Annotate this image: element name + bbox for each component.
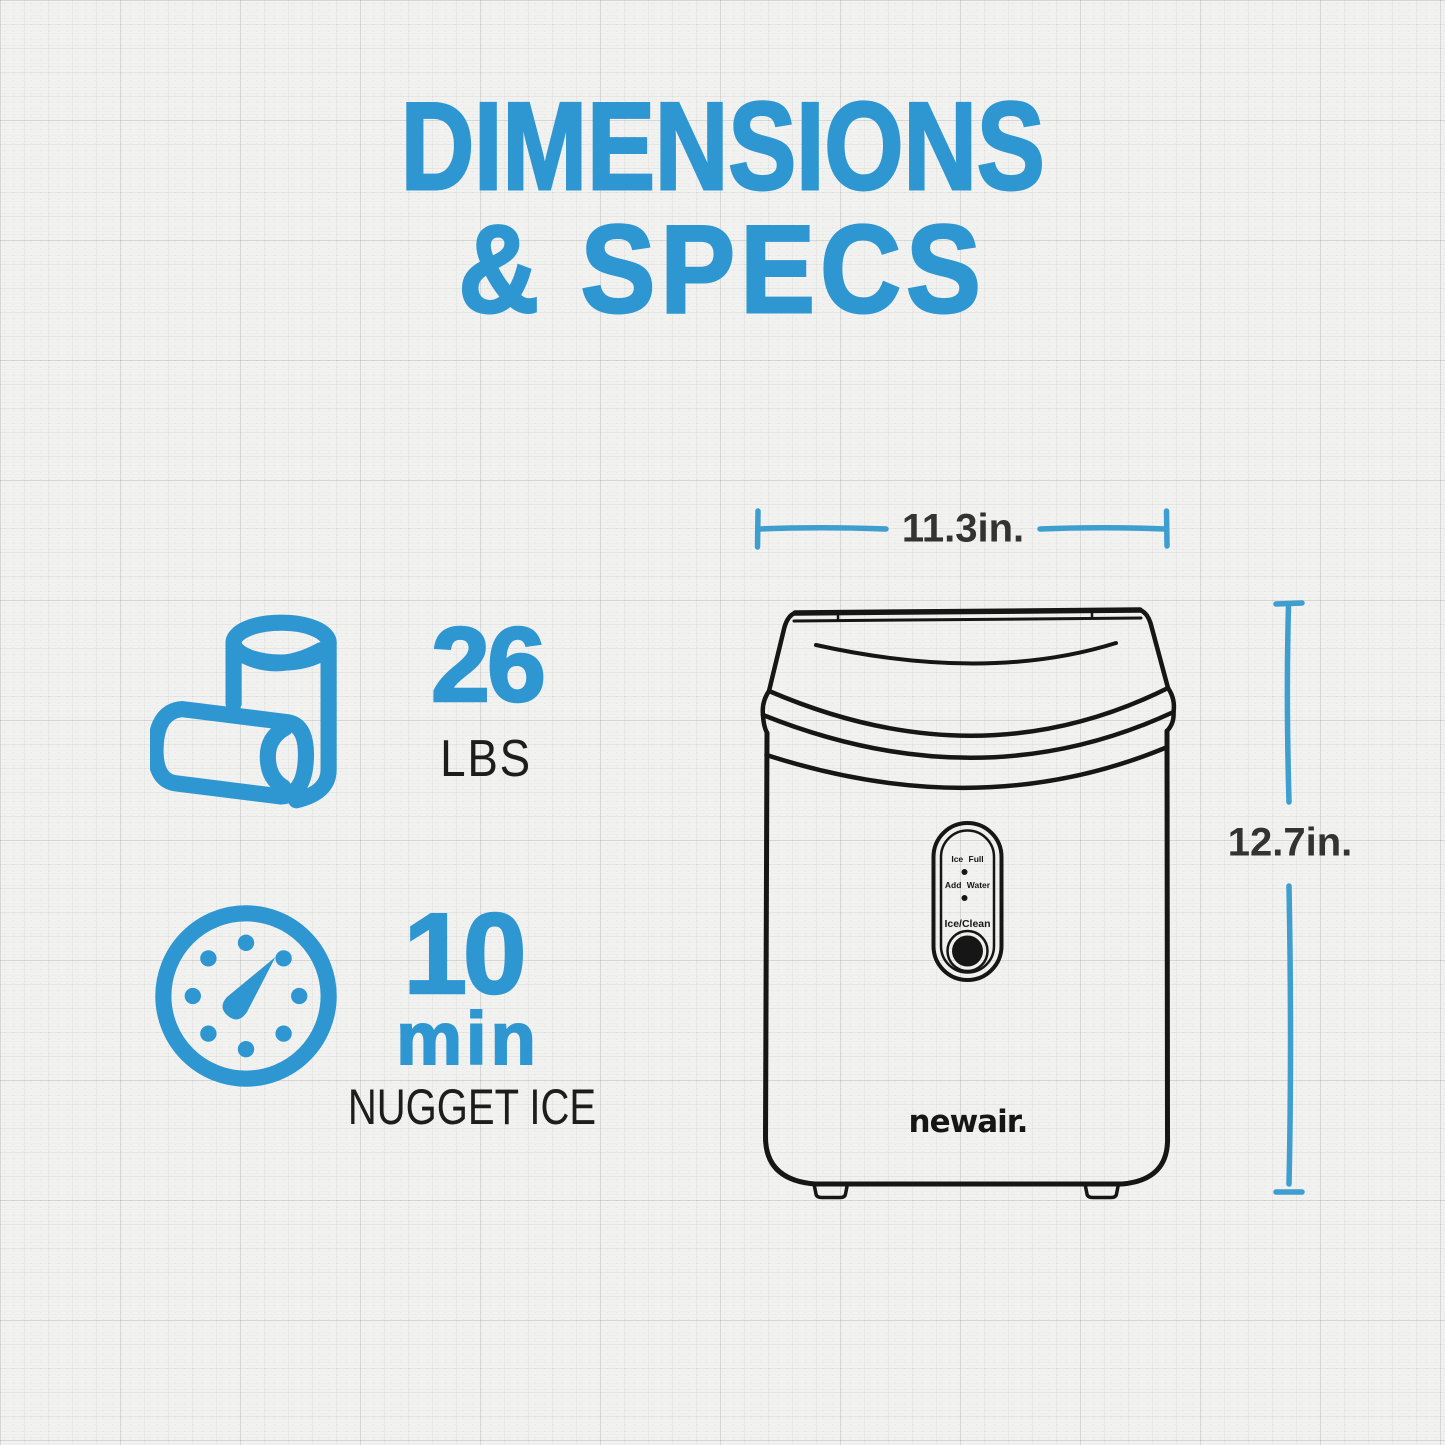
left-foot <box>812 1182 850 1200</box>
height-dimension-label: 12.7in. <box>1227 820 1353 865</box>
title-line-1: DIMENSIONS <box>399 78 1046 216</box>
timer-icon <box>155 905 337 1087</box>
width-dimension-line <box>754 508 1170 550</box>
ice-maker-drawing: Ice Full Add Water Ice/Clean newair. <box>760 607 1177 1200</box>
control-panel-inner-outline <box>939 829 996 974</box>
right-foot <box>1083 1182 1121 1200</box>
ice-clean-button-label: Ice/Clean <box>944 918 990 930</box>
ice-full-led-dot <box>961 869 968 875</box>
title-line-2: & SPECS <box>457 200 987 339</box>
page-title: DIMENSIONS & SPECS <box>0 78 1445 339</box>
speed-value: 10 <box>402 891 527 1018</box>
add-water-indicator-label: Add Water <box>945 880 991 890</box>
timer-tick-dots <box>184 934 308 1058</box>
weight-unit: LBS <box>440 730 532 788</box>
speed-caption: NUGGET ICE <box>347 1079 597 1135</box>
ice-clean-button <box>952 935 983 967</box>
control-panel-outline <box>931 821 1004 982</box>
speed-unit: min <box>395 997 540 1080</box>
brand-logo: newair. <box>909 1104 1028 1140</box>
timer-hand <box>222 957 276 1020</box>
weight-value: 26 <box>430 606 547 724</box>
height-dimension-line <box>1273 600 1305 1195</box>
width-dimension-label: 11.3in. <box>901 506 1025 551</box>
nugget-ice-icon <box>150 614 337 809</box>
power-button-ring <box>946 929 989 973</box>
add-water-led-dot <box>961 895 968 901</box>
ice-maker-outline <box>760 607 1177 1200</box>
ice-full-indicator-label: Ice Full <box>951 854 983 864</box>
